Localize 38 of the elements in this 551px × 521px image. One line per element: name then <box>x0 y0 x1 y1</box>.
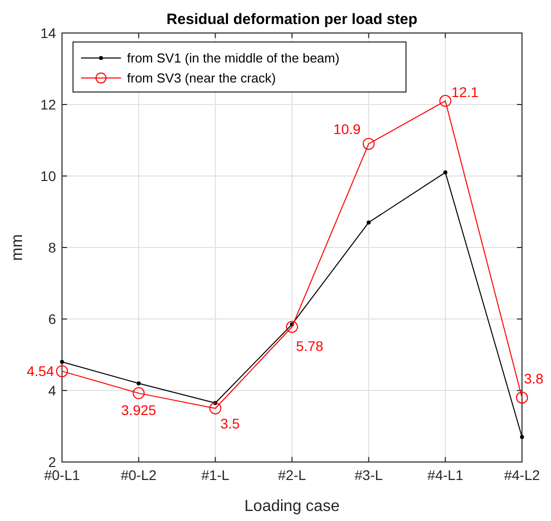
x-tick-label: #3-L <box>354 467 383 483</box>
x-tick-label: #2-L <box>278 467 306 483</box>
point <box>443 170 448 174</box>
legend-label: from SV3 (near the crack) <box>127 70 276 86</box>
point <box>516 392 528 404</box>
data-label: 12.1 <box>451 84 479 100</box>
y-tick-label: 2 <box>48 454 56 470</box>
y-tick-label: 6 <box>48 310 56 327</box>
data-label: 3.8 <box>524 370 544 387</box>
x-tick-label: #0-L2 <box>120 467 157 483</box>
x-tick-label: #0-L1 <box>44 467 80 483</box>
legend-label: from SV1 (in the middle of the beam) <box>127 50 340 66</box>
point <box>439 94 452 107</box>
y-tick-label: 8 <box>48 239 56 256</box>
x-tick-label: #1-L <box>201 467 230 483</box>
y-tick-label: 4 <box>48 382 56 398</box>
point <box>60 360 64 364</box>
y-tick-label: 12 <box>40 96 56 112</box>
chart-title: Residual deformation per load step <box>166 11 418 28</box>
data-label: 4.54 <box>26 363 54 380</box>
x-tick-label: #4-L2 <box>504 467 540 483</box>
data-label: 3.925 <box>121 402 156 418</box>
point <box>132 387 145 400</box>
point <box>520 434 524 439</box>
y-tick-label: 14 <box>40 24 56 41</box>
x-tick-label: #4-L1 <box>427 467 464 483</box>
data-label: 5.78 <box>296 338 324 354</box>
point <box>286 320 298 333</box>
data-label: 3.5 <box>220 415 240 432</box>
point <box>362 138 375 150</box>
point <box>209 402 222 414</box>
x-axis-title: Loading case <box>244 498 340 515</box>
y-tick-label: 10 <box>40 168 56 184</box>
point <box>366 220 371 224</box>
point <box>136 381 141 386</box>
y-axis-title: mm <box>9 234 26 261</box>
point <box>56 365 68 378</box>
data-label: 10.9 <box>333 120 361 137</box>
